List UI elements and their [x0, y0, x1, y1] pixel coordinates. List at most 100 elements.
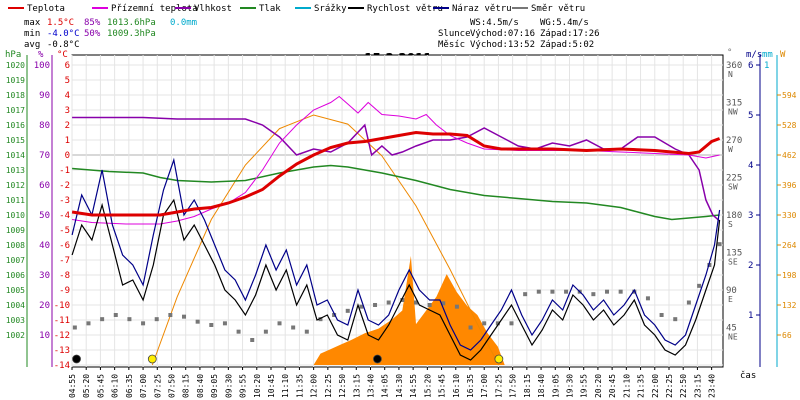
wind-direction-point [141, 321, 146, 326]
x-tick-label: 19:55 [580, 374, 589, 398]
wind-direction-point [618, 289, 623, 294]
wind-tick-label: 5 [748, 111, 753, 121]
temp-tick-label: 5 [65, 76, 70, 86]
temp-tick-label: -14 [54, 361, 70, 371]
wind-direction-point [373, 303, 378, 307]
stat-moon-set: Západ:5:02 [540, 40, 594, 50]
dir-cardinal-label: S [728, 220, 733, 229]
wind-tick-label: 6 [748, 61, 753, 71]
temp-tick-label: -13 [54, 346, 70, 356]
wind-tick-label: 3 [748, 211, 753, 221]
wind-direction-point [359, 304, 364, 309]
solar-unit: W [780, 50, 786, 60]
x-tick-label: 10:20 [253, 374, 262, 398]
stat-max-temp: 1.5°C [47, 18, 74, 28]
legend-label: Teplota [27, 4, 65, 14]
x-tick-label: 14:55 [409, 374, 418, 398]
wind-direction-point [717, 242, 722, 247]
temp-tick-label: -4 [59, 211, 70, 221]
press-tick-label: 1007 [6, 256, 25, 265]
wind-gust-line [71, 157, 721, 351]
wind-direction-point [154, 317, 159, 322]
rain-unit: mm [762, 50, 773, 60]
hum-tick-label: 70 [39, 151, 50, 161]
dir-unit: ° [727, 48, 732, 58]
stat-sun-rise: Východ:07:16 [470, 29, 535, 39]
solar-tick-label: 132 [782, 301, 797, 310]
wind-direction-point [222, 321, 227, 326]
sun-elevation-line [151, 114, 500, 366]
wind-direction-point [454, 304, 459, 309]
temp-tick-label: -12 [54, 331, 70, 341]
legend-label: Přízemní teplota [111, 4, 198, 14]
temp-tick-label: -8 [59, 271, 70, 281]
hum-tick-label: 90 [39, 91, 50, 101]
dir-tick-label: 45 [726, 324, 737, 334]
wind-unit: m/s [746, 50, 762, 60]
solar-tick-label: 462 [782, 151, 797, 160]
press-tick-label: 1016 [6, 121, 25, 130]
x-tick-label: 14:30 [395, 374, 404, 398]
wind-direction-point [591, 292, 596, 297]
moonset-marker [72, 354, 81, 364]
x-tick-label: 11:35 [295, 374, 304, 398]
x-tick-label: 14:05 [381, 374, 390, 398]
x-tick-label: 22:00 [651, 374, 660, 398]
solar-tick-label: 198 [782, 271, 797, 280]
temperature-line [71, 130, 721, 217]
x-tick-label: 21:35 [637, 374, 646, 398]
x-axis-ticks: 04:55 05:20 05:45 06:10 06:35 07:00 07:25 07:50… [68, 367, 717, 398]
x-tick-label: 07:25 [153, 374, 162, 398]
x-tick-label: 17:00 [480, 374, 489, 398]
press-tick-label: 1008 [6, 241, 25, 250]
solar-tick-label: 264 [782, 241, 797, 250]
x-tick-label: 20:45 [608, 374, 617, 398]
temp-tick-label: 0 [65, 151, 70, 161]
x-tick-label: 05:45 [96, 374, 105, 398]
stat-max-rain: 0.0mm [170, 18, 197, 28]
sunrise-marker [147, 354, 157, 364]
temp-tick-label: -7 [59, 256, 70, 266]
dir-tick-label: 180 [726, 211, 742, 221]
temp-tick-label: -6 [59, 241, 70, 251]
wind-direction-point [250, 338, 255, 342]
wind-direction-point [318, 317, 323, 322]
hum-tick-label: 50 [39, 211, 50, 221]
legend-label: Rychlost větru [367, 4, 443, 14]
x-tick-label: 22:50 [679, 374, 688, 398]
x-tick-label: 21:10 [622, 374, 631, 398]
stat-moon-rise: Východ:13:52 [470, 40, 535, 50]
x-tick-label: 06:10 [111, 374, 120, 398]
x-tick-label: 18:15 [523, 374, 532, 398]
temp-tick-label: -10 [54, 301, 70, 311]
dir-cardinal-label: SE [728, 258, 738, 267]
press-tick-label: 1005 [6, 286, 25, 295]
wind-direction-point [536, 289, 541, 294]
legend-label: Tlak [259, 4, 281, 14]
temp-tick-label: -9 [59, 286, 70, 296]
dir-tick-label: 315 [726, 99, 742, 109]
dir-tick-label: 135 [726, 249, 742, 259]
hum-tick-label: 10 [39, 331, 50, 341]
left-axis-ticks: 6543210-1-2-3-4-5-6-7-8-9-10-11-12-13-14… [6, 61, 70, 371]
wind-direction-point [113, 313, 118, 317]
wind-direction-point [427, 303, 432, 307]
x-tick-label: 10:45 [267, 374, 276, 398]
x-tick-label: 20:20 [594, 374, 603, 398]
temp-tick-label: 2 [65, 121, 70, 131]
wind-direction-point [236, 329, 241, 334]
wind-direction-point [195, 319, 200, 324]
pressure-line [72, 164, 720, 221]
stat-gust: WG:5.4m/s [540, 18, 589, 28]
press-tick-label: 1009 [6, 226, 25, 235]
wind-tick-label: 2 [748, 261, 753, 271]
x-tick-label: 15:45 [438, 374, 447, 398]
x-tick-label: 07:50 [167, 374, 176, 398]
hum-tick-label: 40 [39, 241, 50, 251]
legend-label: Směr větru [531, 4, 585, 14]
temp-tick-label: 6 [65, 61, 70, 71]
temp-tick-label: 3 [65, 106, 70, 116]
wind-direction-point [605, 289, 610, 294]
